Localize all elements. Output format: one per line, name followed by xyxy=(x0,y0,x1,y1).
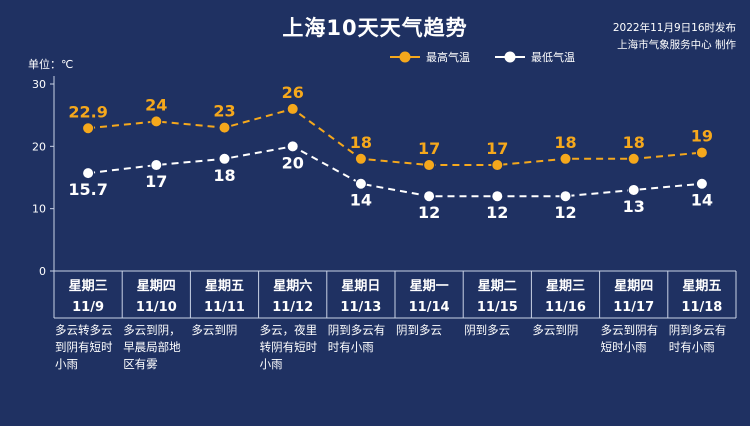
high-temperature-label: 26 xyxy=(282,83,304,102)
weather-description: 多云转多云到阴有短时小雨 xyxy=(55,323,113,371)
high-temperature-point xyxy=(286,102,299,115)
x-date-label: 11/16 xyxy=(545,300,586,315)
x-date-label: 11/17 xyxy=(613,300,654,315)
high-temperature-label: 19 xyxy=(691,127,713,146)
x-weekday-label: 星期一 xyxy=(410,279,449,294)
high-temperature-point xyxy=(218,121,231,134)
high-temperature-label: 17 xyxy=(418,139,440,158)
low-temperature-label: 14 xyxy=(350,191,372,210)
publish-time: 2022年11月9日16时发布 xyxy=(612,22,736,34)
publish-info: 2022年11月9日16时发布 上海市气象服务中心 制作 xyxy=(613,20,736,54)
weather-description: 多云，夜里转阴有短时小雨 xyxy=(259,323,318,371)
high-temperature-label: 17 xyxy=(486,139,508,158)
publisher: 上海市气象服务中心 制作 xyxy=(617,39,736,51)
high-temperature-point xyxy=(423,159,436,172)
high-temperature-line xyxy=(87,107,702,167)
x-date-label: 11/18 xyxy=(681,300,722,315)
legend-label-low: 最低气温 xyxy=(531,50,575,64)
x-weekday-label: 星期日 xyxy=(341,279,380,294)
weather-description: 阴到多云有时有小雨 xyxy=(668,323,727,354)
high-temperature-point xyxy=(82,122,95,135)
x-weekday-label: 星期三 xyxy=(546,279,585,294)
low-temperature-point xyxy=(627,183,640,196)
low-temperature-label: 12 xyxy=(418,203,440,222)
low-temperature-point xyxy=(150,159,163,172)
low-temperature-point xyxy=(218,152,231,165)
low-temperature-label: 12 xyxy=(554,203,576,222)
high-temperature-label: 24 xyxy=(145,95,167,114)
y-tick-label: 10 xyxy=(32,203,46,216)
low-temperature-label: 14 xyxy=(691,191,713,210)
high-temperature-label: 22.9 xyxy=(68,102,107,121)
x-weekday-label: 星期五 xyxy=(205,279,244,294)
legend-label-high: 最高气温 xyxy=(426,50,470,64)
legend-marker-low xyxy=(504,51,516,63)
legend-marker-high xyxy=(399,51,411,63)
high-temperature-point xyxy=(150,115,163,128)
low-temperature-label: 13 xyxy=(623,197,645,216)
high-temperature-label: 18 xyxy=(350,133,372,152)
y-tick-label: 30 xyxy=(32,78,46,91)
high-temperature-point xyxy=(491,159,504,172)
low-temperature-label: 12 xyxy=(486,203,508,222)
x-weekday-label: 星期三 xyxy=(69,279,108,294)
high-temperature-point xyxy=(354,152,367,165)
low-temperature-point xyxy=(354,177,367,190)
low-temperature-label: 15.7 xyxy=(68,180,107,199)
weather-description: 阴到多云有时有小雨 xyxy=(327,323,386,354)
chart-title: 上海10天天气趋势 xyxy=(282,16,468,40)
low-temperature-point xyxy=(286,140,299,153)
low-temperature-label: 17 xyxy=(145,172,167,191)
low-temperature-point xyxy=(423,190,436,203)
high-temperature-point xyxy=(627,152,640,165)
high-temperature-label: 18 xyxy=(623,133,645,152)
x-date-label: 11/10 xyxy=(136,300,177,315)
weather-description: 多云到阴 xyxy=(191,323,238,337)
x-date-label: 11/14 xyxy=(409,300,450,315)
x-date-label: 11/11 xyxy=(204,300,245,315)
weather-description: 阴到多云 xyxy=(396,323,442,337)
low-temperature-point xyxy=(491,190,504,203)
weather-description: 多云到阴 xyxy=(532,323,579,337)
high-temperature-point xyxy=(559,152,572,165)
weather-description: 多云到阴有短时小雨 xyxy=(600,323,659,354)
x-weekday-label: 星期五 xyxy=(682,279,721,294)
low-temperature-point xyxy=(559,190,572,203)
x-date-label: 11/12 xyxy=(272,300,313,315)
low-temperature-label: 18 xyxy=(213,166,235,185)
high-temperature-label: 18 xyxy=(554,133,576,152)
weather-description: 多云到阴，早晨局部地区有雾 xyxy=(123,323,181,371)
x-weekday-label: 星期四 xyxy=(614,279,653,294)
high-temperature-label: 23 xyxy=(213,102,235,121)
x-weekday-label: 星期四 xyxy=(137,279,176,294)
high-temperature-point xyxy=(695,146,708,159)
low-temperature-line xyxy=(87,145,702,198)
low-temperature-point xyxy=(695,177,708,190)
weather-description: 阴到多云 xyxy=(464,323,511,337)
unit-label: 单位：℃ xyxy=(28,58,74,71)
x-date-label: 11/13 xyxy=(340,300,381,315)
x-date-label: 11/15 xyxy=(477,300,518,315)
x-weekday-label: 星期二 xyxy=(478,279,517,294)
y-tick-label: 0 xyxy=(39,265,46,278)
low-temperature-label: 20 xyxy=(282,153,304,172)
x-date-label: 11/9 xyxy=(72,300,104,315)
y-tick-label: 20 xyxy=(32,140,46,153)
low-temperature-point xyxy=(82,167,95,180)
x-weekday-label: 星期六 xyxy=(273,278,312,294)
